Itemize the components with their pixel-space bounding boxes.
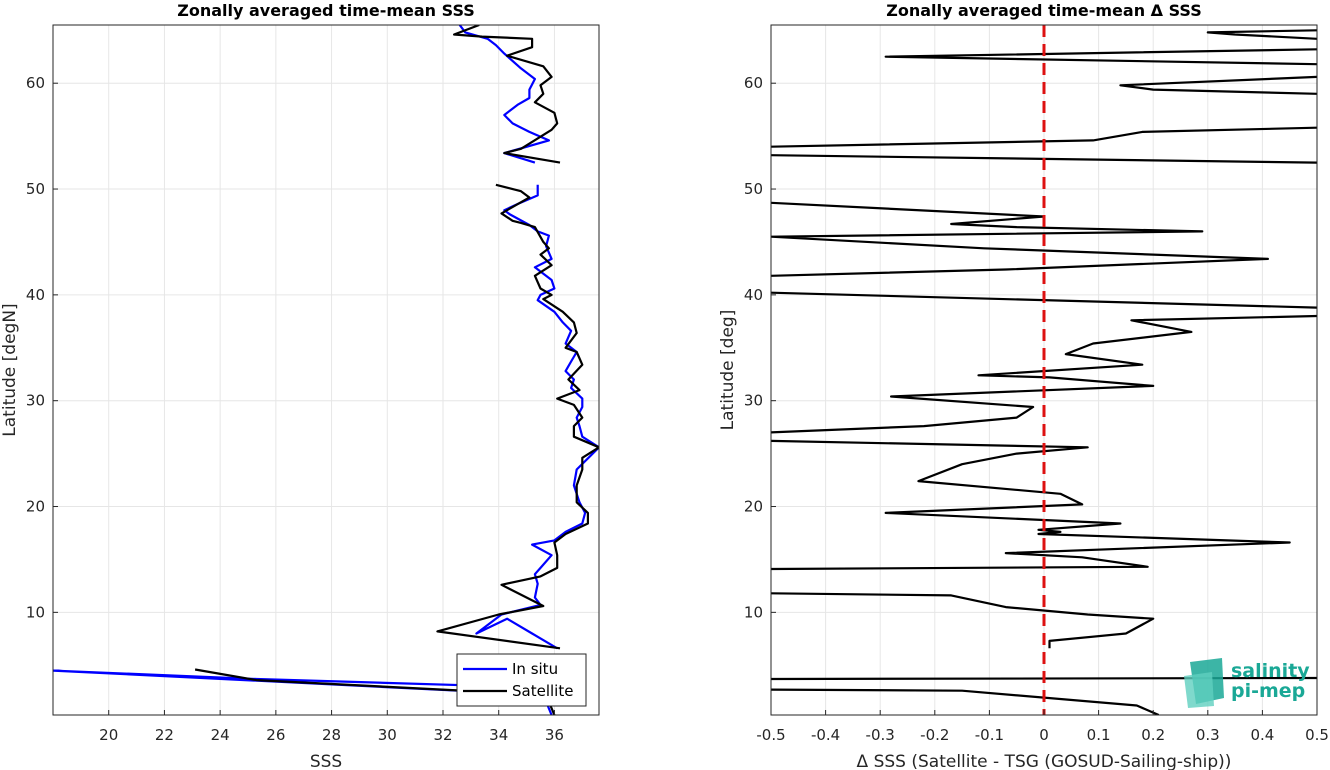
y-tick-label: 40	[744, 286, 763, 304]
delta-y-axis-label: Latitude [deg]	[718, 310, 738, 431]
legend: In situ Satellite	[456, 653, 587, 707]
series-in-situ-segment-2	[458, 25, 551, 164]
logo-wave-icon	[1184, 672, 1214, 708]
sss-panel-grid	[53, 25, 599, 715]
series-satellite-segment-1	[436, 183, 599, 650]
y-tick-label: 60	[744, 74, 763, 92]
x-tick-label: 0	[1039, 726, 1049, 744]
x-tick-label: 32	[433, 726, 452, 744]
x-tick-label: -0.3	[866, 726, 895, 744]
legend-label-satellite: Satellite	[512, 682, 573, 700]
salinity-pi-mep-logo: salinity pi-mep	[1184, 658, 1310, 708]
x-tick-label: 24	[211, 726, 230, 744]
series-delta-segment-6	[771, 201, 1270, 277]
y-tick-label: 40	[26, 286, 45, 304]
x-tick-label: -0.2	[920, 726, 949, 744]
y-tick-label: 10	[744, 603, 763, 621]
legend-box	[456, 653, 587, 707]
delta-y-tick-labels: 10 20 30 40 50 60	[744, 74, 763, 621]
y-tick-label: 50	[26, 180, 45, 198]
legend-label-insitu: In situ	[512, 660, 558, 678]
y-tick-label: 50	[744, 180, 763, 198]
sss-panel: 20 22 24 26 28 30 32 34 36 10 20 30 40 50 60 Zonally …	[0, 1, 600, 770]
x-tick-label: 0.5	[1305, 726, 1329, 744]
x-tick-label: 0.2	[1141, 726, 1165, 744]
sss-x-tick-labels: 20 22 24 26 28 30 32 34 36	[99, 726, 564, 744]
sss-x-axis-label: SSS	[310, 752, 342, 770]
delta-x-tick-labels: -0.5 -0.4 -0.3 -0.2 -0.1 0 0.1 0.2 0.3 0.4 0.5	[756, 726, 1329, 744]
series-delta-segment-4	[771, 314, 1317, 434]
series-delta-segment-8	[771, 126, 1317, 148]
y-tick-label: 20	[744, 498, 763, 516]
series-in-situ-segment-1	[475, 184, 599, 650]
sss-panel-frame	[52, 24, 600, 716]
x-tick-label: 36	[545, 726, 564, 744]
series-delta-segment-0	[771, 688, 1160, 715]
sss-y-axis-label: Latitude [degN]	[0, 303, 20, 436]
delta-x-axis-label: Δ SSS (Satellite - TSG (GOSUD-Sailing-sh…	[857, 752, 1232, 770]
series-delta-segment-9	[1119, 75, 1317, 95]
x-tick-label: 22	[155, 726, 174, 744]
y-tick-label: 20	[26, 498, 45, 516]
x-tick-label: -0.4	[811, 726, 840, 744]
logo-line1: salinity	[1231, 660, 1310, 682]
x-tick-label: 26	[266, 726, 285, 744]
x-tick-label: 0.1	[1087, 726, 1111, 744]
x-tick-label: 20	[99, 726, 118, 744]
series-delta-segment-2	[771, 592, 1155, 649]
delta-panel-title: Zonally averaged time-mean Δ SSS	[886, 1, 1202, 20]
series-delta-segment-3	[771, 439, 1291, 571]
series-satellite-segment-2	[453, 25, 561, 164]
x-tick-label: -0.5	[756, 726, 785, 744]
x-tick-label: 0.3	[1196, 726, 1220, 744]
logo-line2: pi-mep	[1231, 680, 1305, 702]
y-tick-label: 30	[26, 392, 45, 410]
y-tick-label: 60	[26, 74, 45, 92]
x-tick-label: 30	[378, 726, 397, 744]
sss-panel-series	[53, 25, 599, 715]
y-tick-label: 30	[744, 392, 763, 410]
x-tick-label: 0.4	[1250, 726, 1274, 744]
x-tick-label: 34	[489, 726, 508, 744]
series-delta-segment-10	[884, 48, 1317, 66]
series-delta-segment-11	[1206, 29, 1317, 40]
sss-y-tick-labels: 10 20 30 40 50 60	[26, 74, 45, 621]
x-tick-label: 28	[322, 726, 341, 744]
sss-panel-title: Zonally averaged time-mean SSS	[177, 1, 475, 20]
delta-sss-panel: -0.5 -0.4 -0.3 -0.2 -0.1 0 0.1 0.2 0.3 0.4 0.5 10 2…	[718, 1, 1329, 770]
x-tick-label: -0.1	[975, 726, 1004, 744]
y-tick-label: 10	[26, 603, 45, 621]
